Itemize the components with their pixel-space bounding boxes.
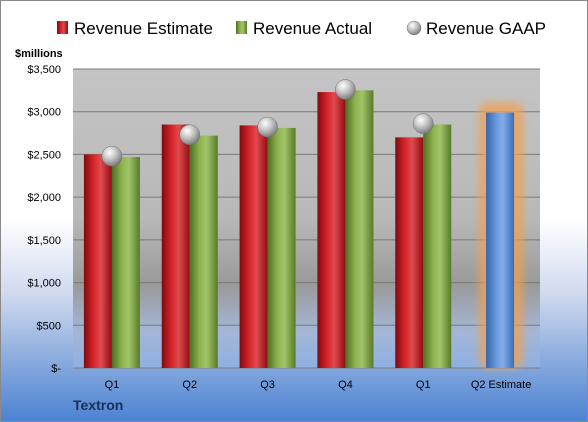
y-tick-label: $500 — [37, 320, 61, 332]
legend-revenue-gaap: Revenue GAAP — [406, 19, 546, 38]
company-name: Textron — [73, 397, 124, 413]
x-tick-label: Q1 — [416, 379, 431, 391]
y-axis-ticks: $- $500 $1,000 $1,500 $2,000 $2,500 $3,000 $3,5… — [27, 64, 61, 375]
legend: Revenue Estimate Revenue Actual Revenue GA… — [57, 19, 546, 38]
revenue-actual-bar — [423, 124, 452, 369]
y-tick-label: $3,500 — [27, 64, 61, 76]
plot-area — [73, 69, 540, 368]
revenue-actual-bar — [267, 127, 296, 369]
legend-label: Revenue GAAP — [426, 19, 546, 38]
y-tick-label: $1,000 — [27, 278, 61, 290]
revenue-gaap-marker — [335, 79, 356, 100]
x-tick-label: Q1 — [105, 379, 120, 391]
gridlines — [73, 68, 540, 369]
revenue-gaap-marker — [257, 116, 278, 138]
q2-estimate-bar — [486, 112, 515, 368]
revenue-estimate-bar — [83, 154, 112, 368]
revenue-gaap-marker — [413, 113, 434, 134]
legend-swatch — [236, 21, 247, 34]
x-tick-label: Q2 Estimate — [471, 379, 532, 391]
x-tick-label: Q3 — [260, 379, 275, 391]
revenue-estimate-bar — [161, 124, 190, 369]
revenue-estimate-bar — [395, 137, 424, 368]
revenue-estimate-bar — [317, 92, 346, 369]
y-tick-label: $3,000 — [27, 107, 61, 119]
x-tick-label: Q2 — [182, 379, 197, 391]
revenue-gaap-marker — [101, 145, 123, 167]
revenue-actual-bar — [189, 135, 218, 368]
legend-swatch — [57, 21, 68, 34]
y-axis-label: $millions — [15, 48, 63, 60]
legend-revenue-actual: Revenue Actual — [236, 19, 372, 38]
y-tick-label: $1,500 — [27, 235, 61, 247]
revenue-estimate-bar — [239, 125, 268, 368]
y-tick-label: $- — [51, 363, 61, 375]
y-tick-label: $2,500 — [27, 149, 61, 161]
y-tick-label: $2,000 — [27, 192, 61, 204]
revenue-actual-bar — [345, 90, 374, 368]
legend-label: Revenue Estimate — [74, 19, 213, 38]
revenue-actual-bar — [111, 156, 140, 368]
legend-swatch — [406, 20, 422, 36]
x-tick-label: Q4 — [338, 379, 353, 391]
bars — [83, 79, 524, 369]
revenue-gaap-marker — [179, 124, 200, 146]
legend-revenue-estimate: Revenue Estimate — [57, 19, 213, 38]
legend-label: Revenue Actual — [253, 19, 372, 38]
x-axis-ticks: Q1 Q2 Q3 Q4 Q1 Q2 Estimate — [105, 379, 532, 391]
